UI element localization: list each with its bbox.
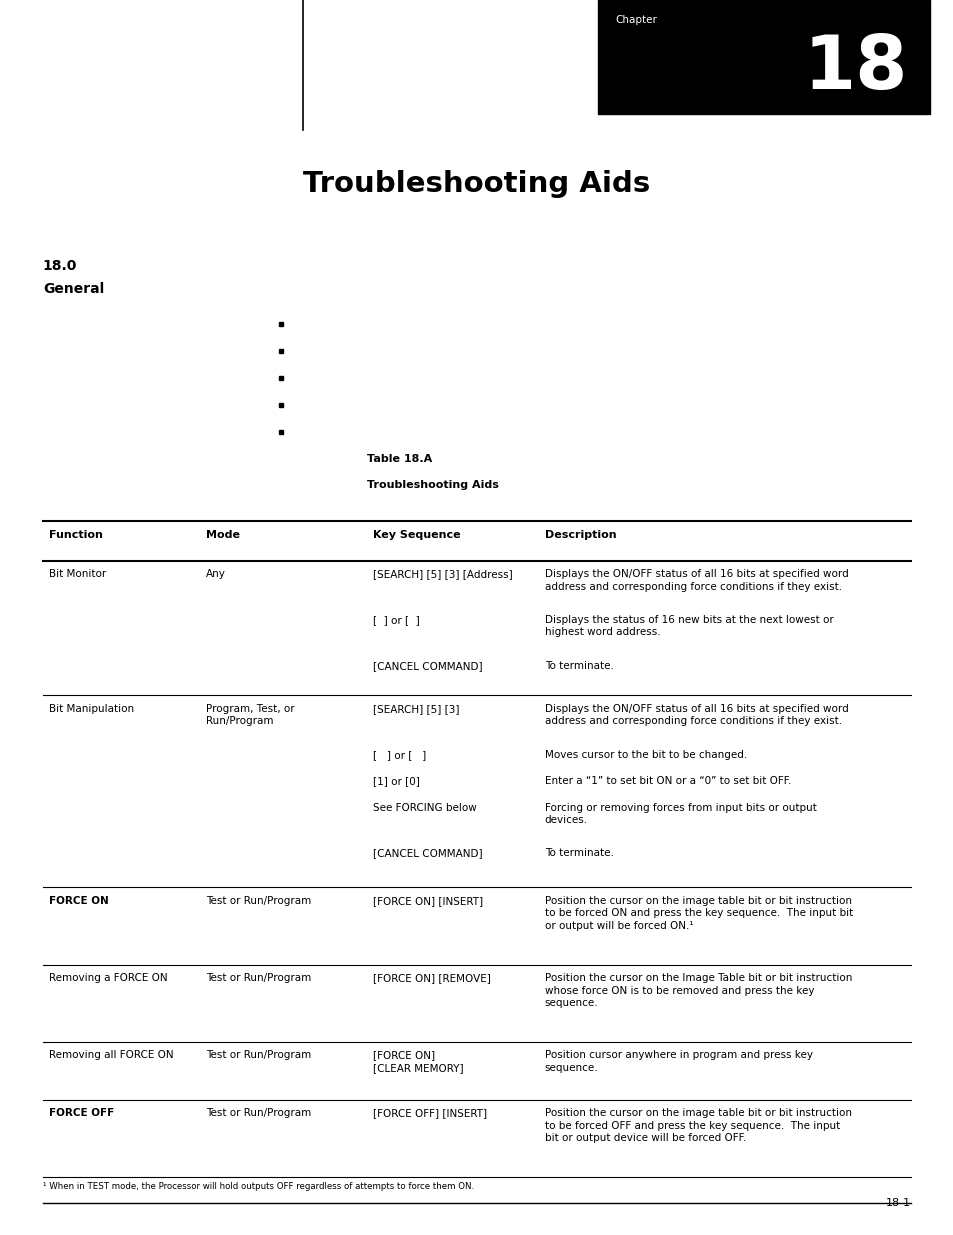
Text: Test or Run/Program: Test or Run/Program bbox=[206, 1109, 311, 1119]
Text: [SEARCH] [5] [3] [Address]: [SEARCH] [5] [3] [Address] bbox=[373, 569, 512, 579]
Text: Moves cursor to the bit to be changed.: Moves cursor to the bit to be changed. bbox=[544, 750, 746, 760]
Text: [CANCEL COMMAND]: [CANCEL COMMAND] bbox=[373, 661, 482, 671]
Text: Removing all FORCE ON: Removing all FORCE ON bbox=[49, 1051, 173, 1061]
Text: [FORCE ON] [INSERT]: [FORCE ON] [INSERT] bbox=[373, 897, 482, 906]
Text: Displays the status of 16 new bits at the next lowest or
highest word address.: Displays the status of 16 new bits at th… bbox=[544, 615, 833, 637]
Text: Position the cursor on the image table bit or bit instruction
to be forced ON an: Position the cursor on the image table b… bbox=[544, 897, 852, 931]
Text: Mode: Mode bbox=[206, 530, 240, 540]
Text: Displays the ON/OFF status of all 16 bits at specified word
address and correspo: Displays the ON/OFF status of all 16 bit… bbox=[544, 569, 847, 592]
Text: Program, Test, or
Run/Program: Program, Test, or Run/Program bbox=[206, 704, 294, 726]
Text: Troubleshooting Aids: Troubleshooting Aids bbox=[367, 480, 498, 490]
Text: Troubleshooting Aids: Troubleshooting Aids bbox=[303, 170, 650, 199]
Text: Function: Function bbox=[49, 530, 102, 540]
Text: Description: Description bbox=[544, 530, 616, 540]
Text: 18-1: 18-1 bbox=[885, 1198, 910, 1208]
Text: [FORCE ON]
[CLEAR MEMORY]: [FORCE ON] [CLEAR MEMORY] bbox=[373, 1051, 463, 1073]
Text: To terminate.: To terminate. bbox=[544, 848, 613, 858]
Text: Table 18.A: Table 18.A bbox=[367, 454, 432, 464]
Text: [  ] or [  ]: [ ] or [ ] bbox=[373, 615, 419, 625]
Text: [FORCE OFF] [INSERT]: [FORCE OFF] [INSERT] bbox=[373, 1109, 487, 1119]
Text: Test or Run/Program: Test or Run/Program bbox=[206, 1051, 311, 1061]
Text: 18.0: 18.0 bbox=[43, 259, 77, 273]
Text: Chapter: Chapter bbox=[615, 15, 657, 25]
Text: Test or Run/Program: Test or Run/Program bbox=[206, 897, 311, 906]
Text: To terminate.: To terminate. bbox=[544, 661, 613, 671]
Text: Bit Monitor: Bit Monitor bbox=[49, 569, 106, 579]
Text: Removing a FORCE ON: Removing a FORCE ON bbox=[49, 973, 167, 983]
Text: See FORCING below: See FORCING below bbox=[373, 803, 476, 813]
Text: Displays the ON/OFF status of all 16 bits at specified word
address and correspo: Displays the ON/OFF status of all 16 bit… bbox=[544, 704, 847, 726]
Text: Position the cursor on the image table bit or bit instruction
to be forced OFF a: Position the cursor on the image table b… bbox=[544, 1109, 851, 1144]
Text: [1] or [0]: [1] or [0] bbox=[373, 777, 419, 787]
Text: General: General bbox=[43, 282, 104, 295]
Text: Position cursor anywhere in program and press key
sequence.: Position cursor anywhere in program and … bbox=[544, 1051, 812, 1073]
Text: ¹ When in TEST mode, the Processor will hold outputs OFF regardless of attempts : ¹ When in TEST mode, the Processor will … bbox=[43, 1182, 474, 1191]
Text: Any: Any bbox=[206, 569, 226, 579]
Text: FORCE OFF: FORCE OFF bbox=[49, 1109, 113, 1119]
Text: [CANCEL COMMAND]: [CANCEL COMMAND] bbox=[373, 848, 482, 858]
Text: Key Sequence: Key Sequence bbox=[373, 530, 460, 540]
Text: Enter a “1” to set bit ON or a “0” to set bit OFF.: Enter a “1” to set bit ON or a “0” to se… bbox=[544, 777, 790, 787]
Text: Test or Run/Program: Test or Run/Program bbox=[206, 973, 311, 983]
Text: FORCE ON: FORCE ON bbox=[49, 897, 109, 906]
Text: Forcing or removing forces from input bits or output
devices.: Forcing or removing forces from input bi… bbox=[544, 803, 816, 825]
Text: Bit Manipulation: Bit Manipulation bbox=[49, 704, 133, 714]
Text: Position the cursor on the Image Table bit or bit instruction
whose force ON is : Position the cursor on the Image Table b… bbox=[544, 973, 851, 1008]
Text: [FORCE ON] [REMOVE]: [FORCE ON] [REMOVE] bbox=[373, 973, 491, 983]
Text: 18: 18 bbox=[803, 32, 907, 105]
Text: [SEARCH] [5] [3]: [SEARCH] [5] [3] bbox=[373, 704, 459, 714]
Bar bbox=[598, 0, 929, 114]
Text: [   ] or [   ]: [ ] or [ ] bbox=[373, 750, 426, 760]
